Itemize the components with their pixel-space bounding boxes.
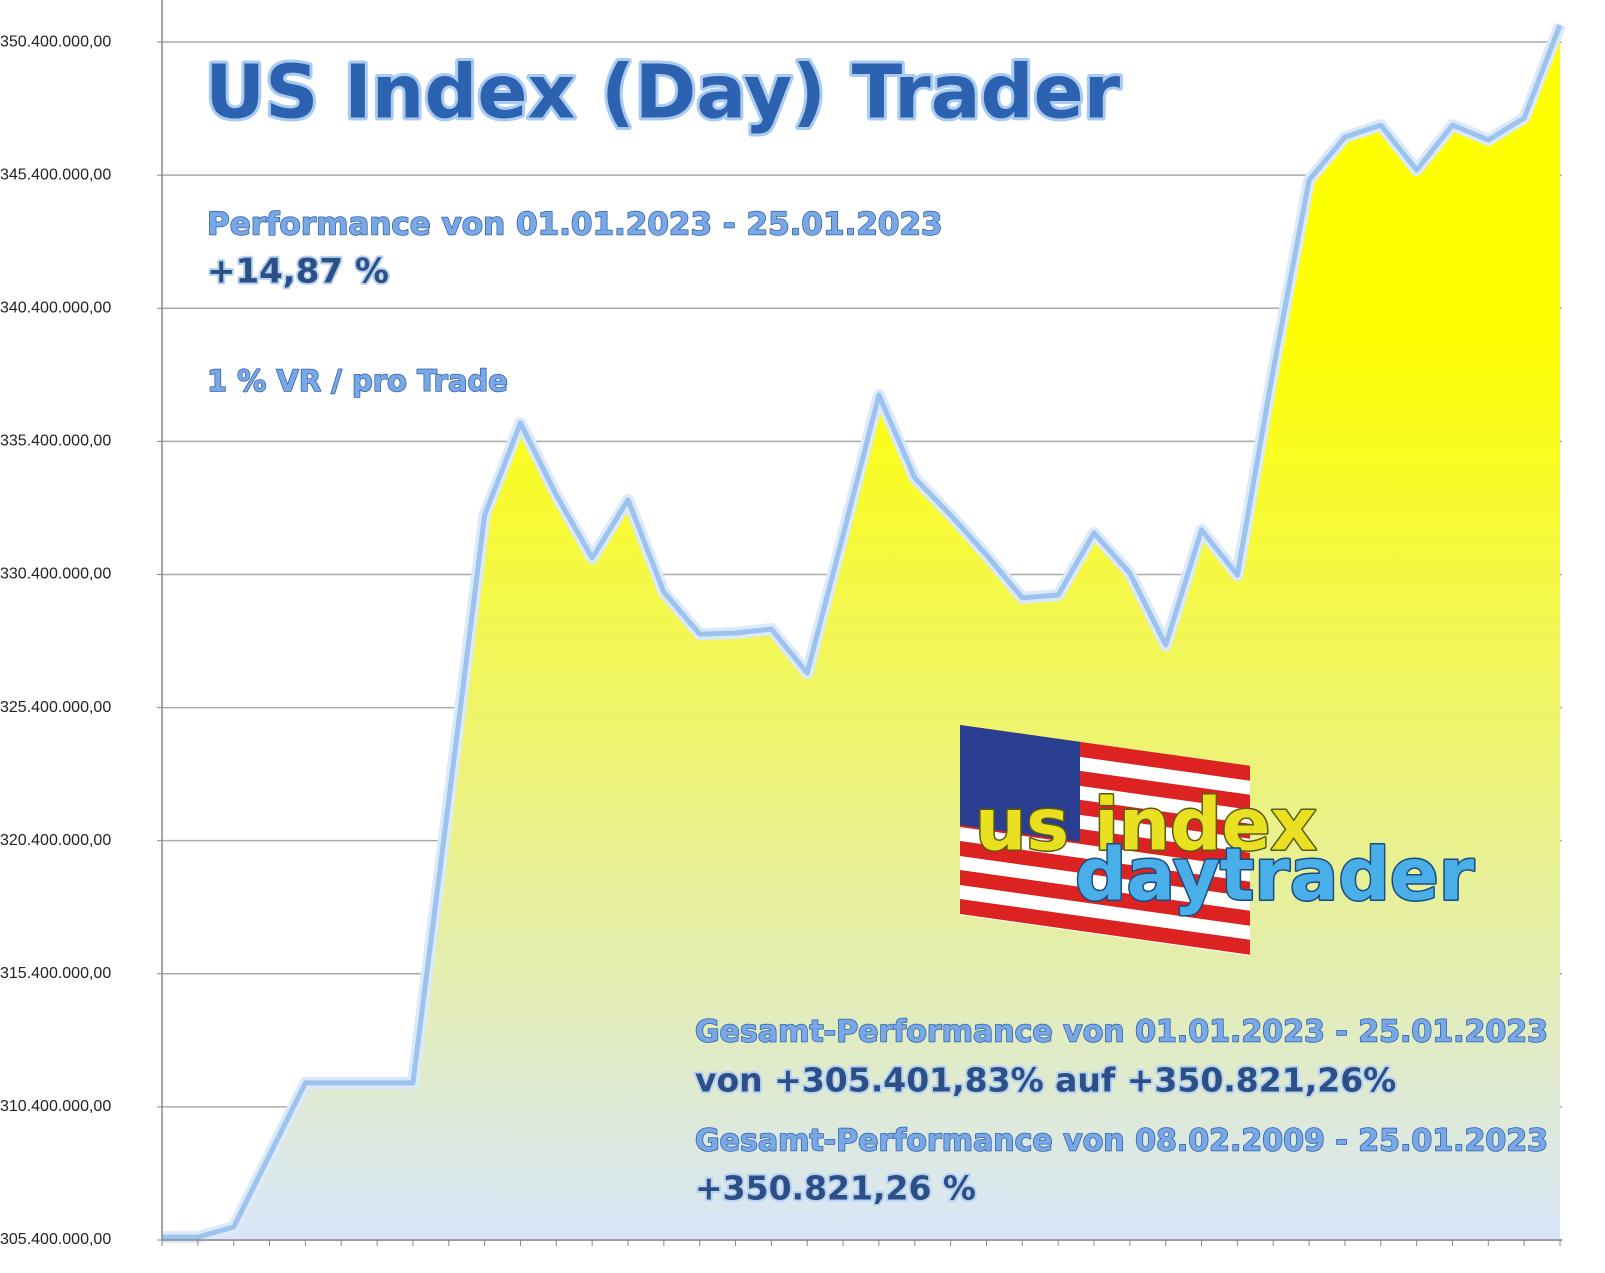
annotation: von +305.401,83% auf +350.821,26%	[695, 1061, 1396, 1100]
y-tick-label: 320.400.000,00	[0, 832, 111, 849]
y-tick-label: 340.400.000,00	[0, 299, 111, 316]
logo: us index daytrader	[960, 725, 1476, 956]
y-tick-label: 315.400.000,00	[0, 965, 111, 982]
annotation: 1 % VR / pro Trade	[207, 364, 508, 398]
annotation: +350.821,26 %	[695, 1169, 976, 1208]
y-tick-label: 310.400.000,00	[0, 1098, 111, 1115]
y-tick-label: 305.400.000,00	[0, 1231, 111, 1248]
annotation: +14,87 %	[207, 252, 389, 292]
y-tick-label: 325.400.000,00	[0, 699, 111, 716]
y-tick-label: 330.400.000,00	[0, 566, 111, 583]
annotation: Gesamt-Performance von 08.02.2009 - 25.0…	[695, 1124, 1548, 1159]
y-tick-label: 350.400.000,00	[0, 33, 111, 50]
y-tick-label: 335.400.000,00	[0, 433, 111, 450]
y-tick-label: 345.400.000,00	[0, 166, 111, 183]
line	[162, 24, 1563, 1240]
annotation: Gesamt-Performance von 01.01.2023 - 25.0…	[695, 1015, 1548, 1050]
flag	[960, 725, 1250, 956]
chart-title: US Index (Day) Trader	[205, 50, 1121, 136]
logo-text: us index	[975, 783, 1317, 867]
logo-text: daytrader	[1075, 833, 1475, 917]
annotation: Performance von 01.01.2023 - 25.01.2023	[207, 207, 943, 243]
